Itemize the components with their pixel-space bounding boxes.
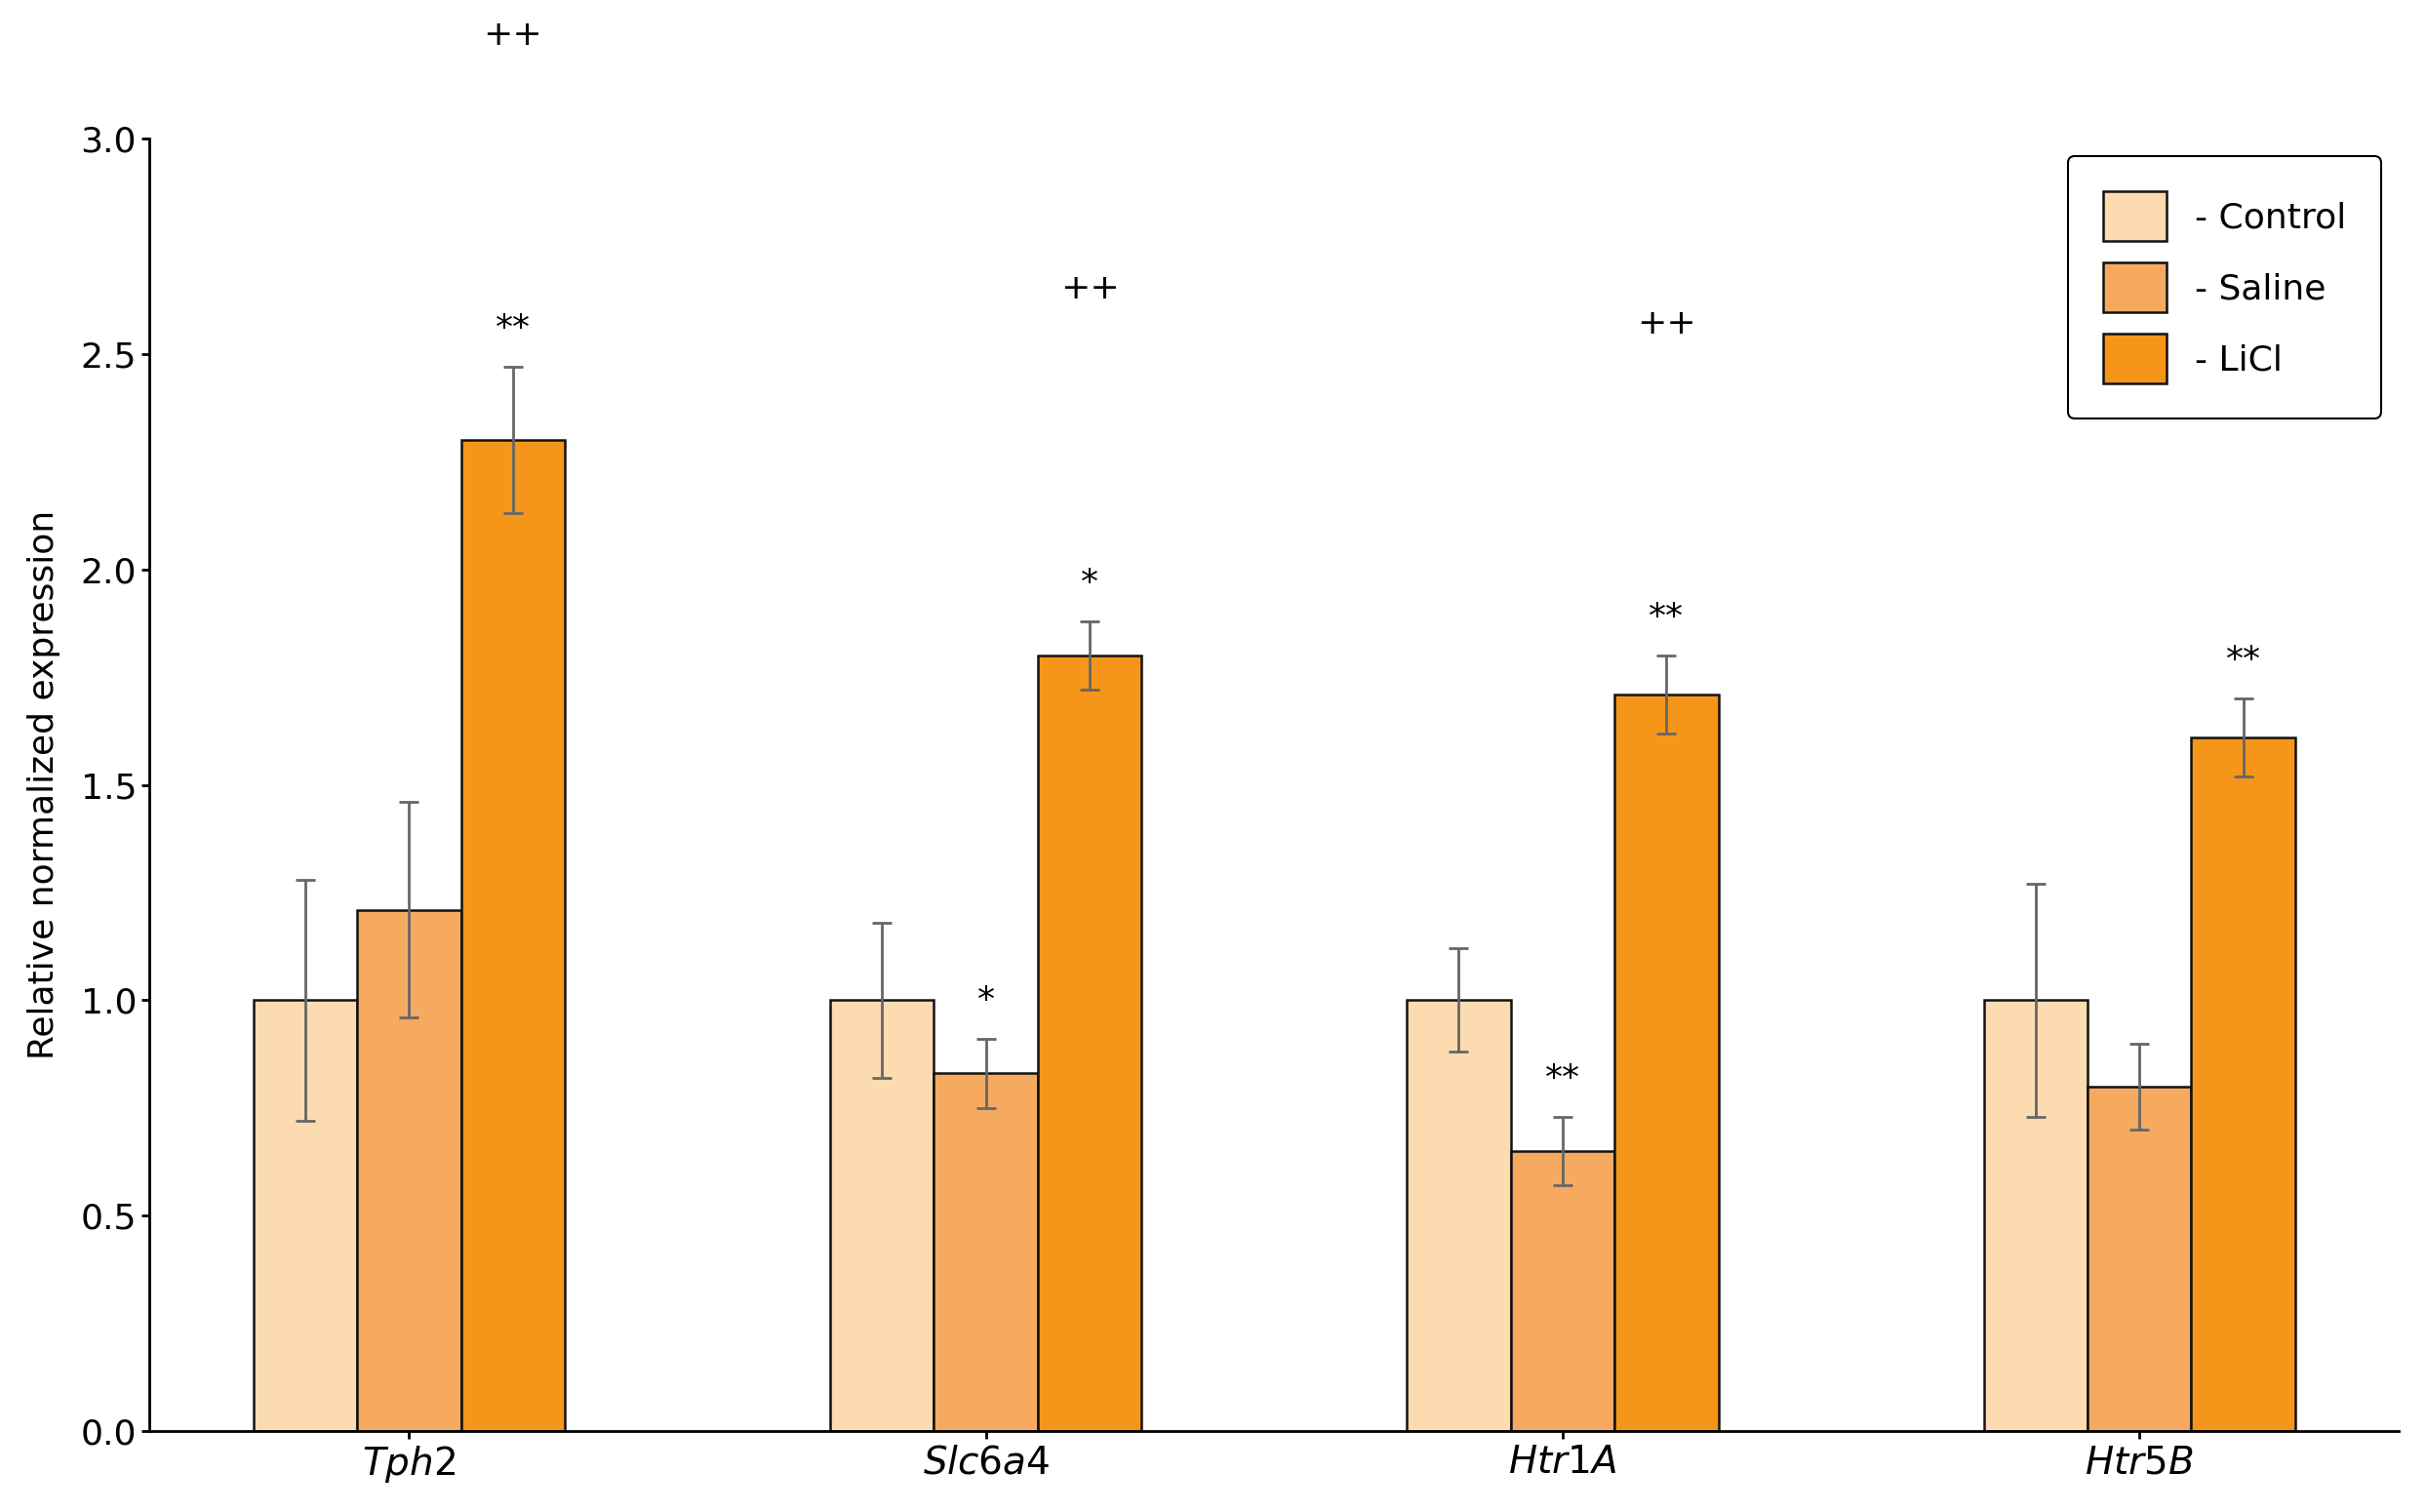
Y-axis label: Relative normalized expression: Relative normalized expression — [27, 510, 61, 1060]
Bar — [1616, 694, 1718, 1430]
Bar — [830, 1001, 934, 1430]
Bar — [1511, 1151, 1616, 1430]
Bar — [2086, 1087, 2191, 1430]
Text: **: ** — [495, 313, 531, 345]
Text: ++: ++ — [483, 18, 543, 51]
Bar — [357, 910, 461, 1430]
Text: ++: ++ — [1638, 307, 1696, 340]
Text: *: * — [978, 984, 995, 1018]
Bar — [1038, 656, 1143, 1430]
Bar — [461, 440, 565, 1430]
Bar — [934, 1074, 1038, 1430]
Bar — [1984, 1001, 2086, 1430]
Text: **: ** — [1650, 600, 1684, 634]
Text: **: ** — [1545, 1061, 1579, 1095]
Text: *: * — [1082, 567, 1099, 600]
Bar — [252, 1001, 357, 1430]
Bar — [2191, 738, 2295, 1430]
Text: +: + — [2229, 351, 2259, 384]
Bar — [1407, 1001, 1511, 1430]
Text: **: ** — [2225, 644, 2261, 677]
Text: ++: ++ — [1060, 272, 1118, 305]
Legend: - Control, - Saline, - LiCl: - Control, - Saline, - LiCl — [2067, 156, 2382, 419]
